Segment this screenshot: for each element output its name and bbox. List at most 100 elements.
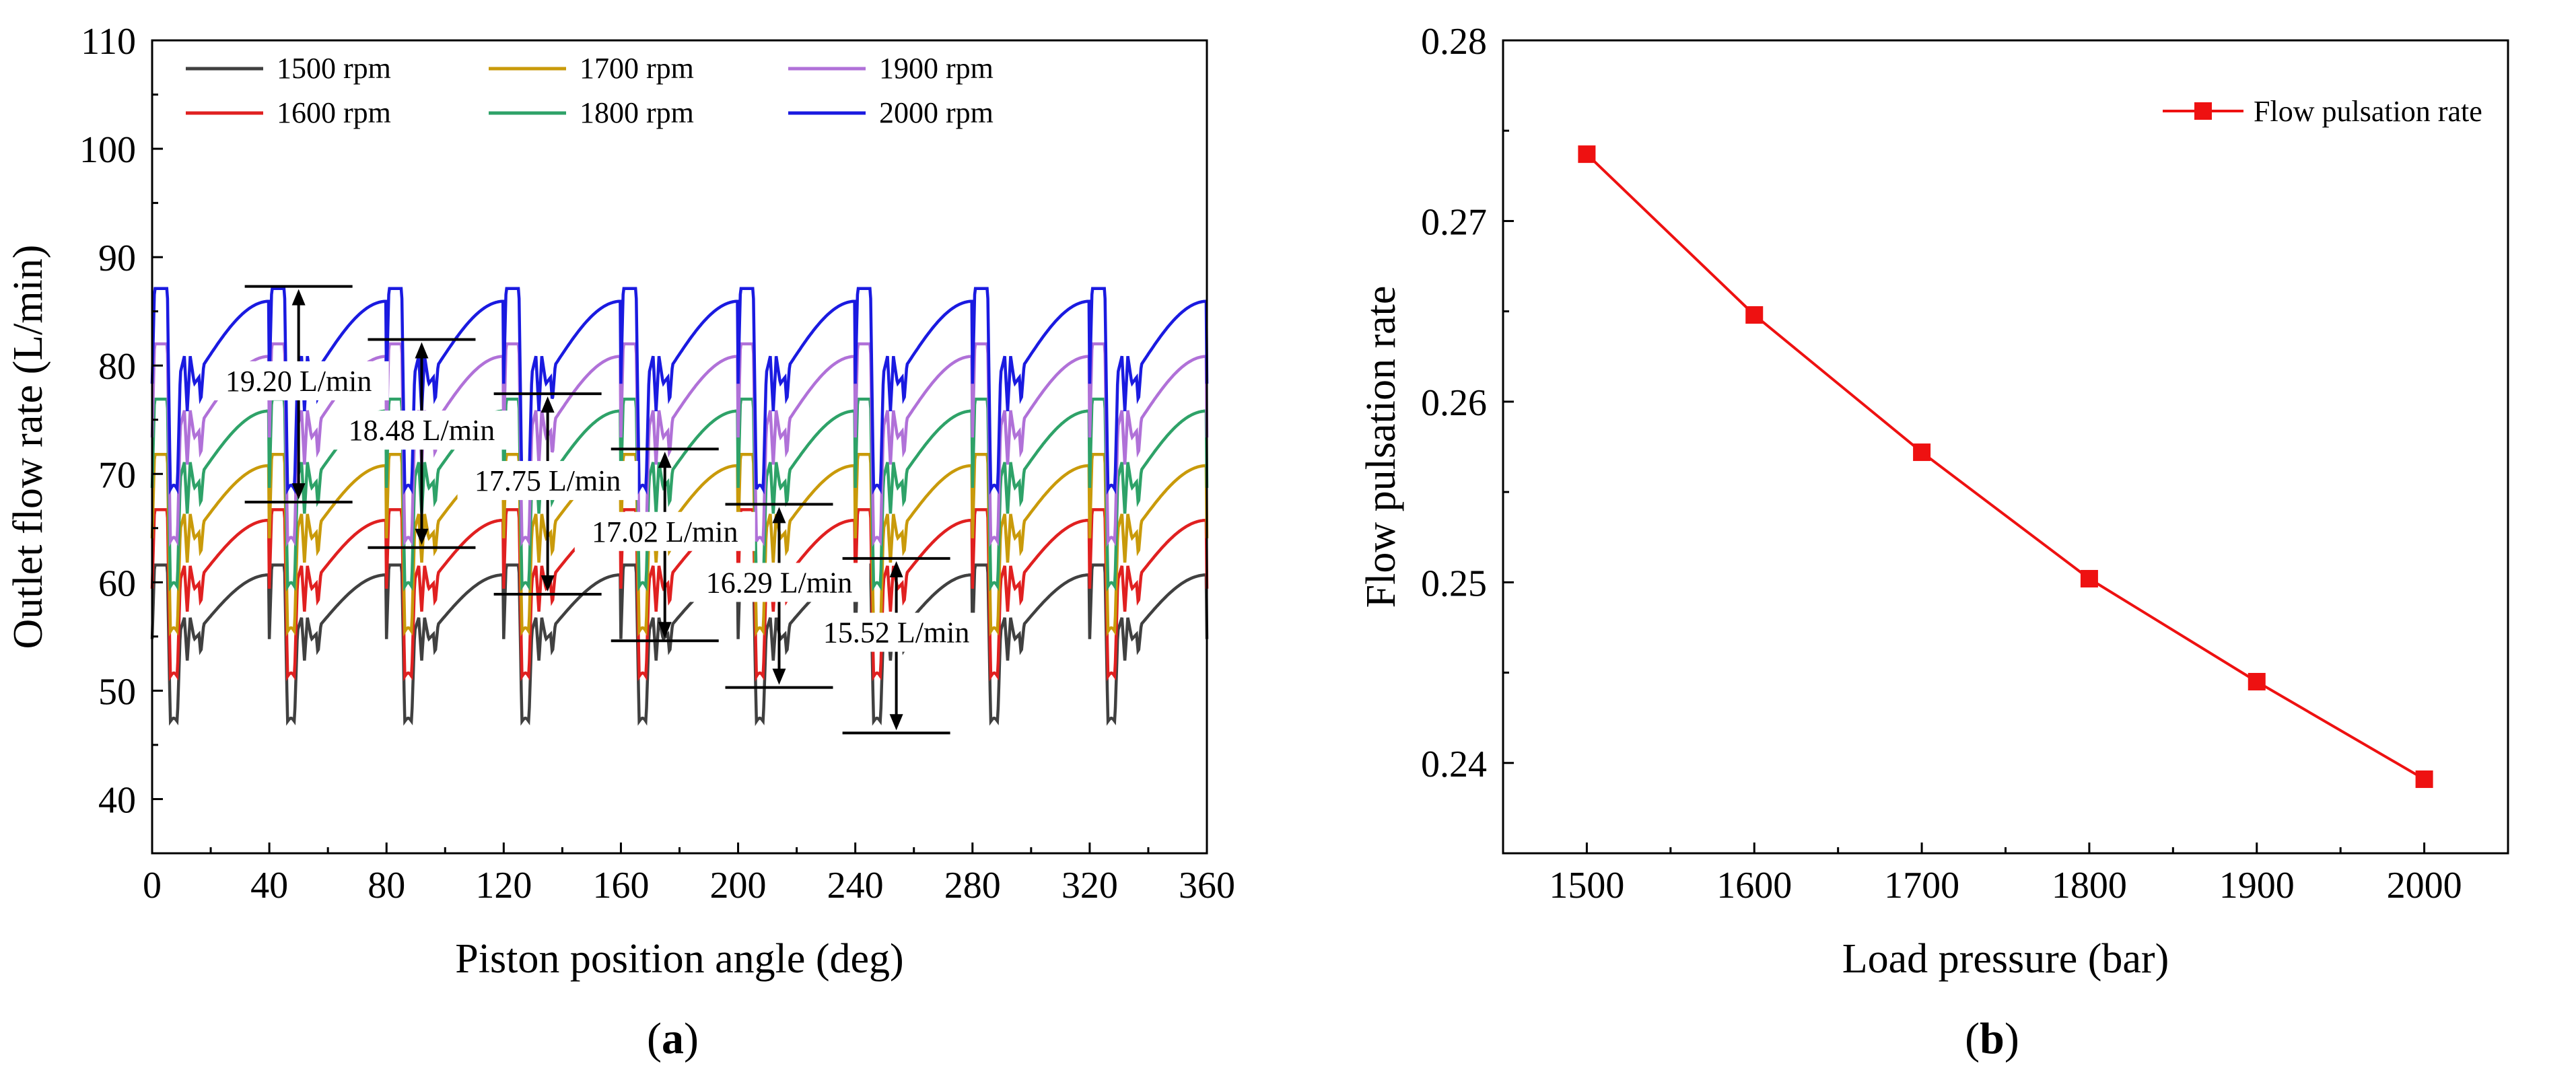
- y-tick-label: 110: [81, 21, 136, 63]
- legend-item: 1600 rpm: [186, 96, 391, 129]
- annotation-range: 16.29 L/min: [689, 503, 870, 689]
- arrow-up-icon: [541, 396, 555, 413]
- x-tick-label: 240: [827, 865, 884, 906]
- x-tick-label: 320: [1061, 865, 1118, 906]
- annotation-label: 15.52 L/min: [823, 616, 970, 649]
- annotation-label-bg: [689, 563, 870, 602]
- y-tick-label: 0.28: [1421, 21, 1487, 63]
- panel-a-letter: a: [662, 1014, 684, 1063]
- x-tick-label: 160: [592, 865, 649, 906]
- x-tick-label: 0: [143, 865, 162, 906]
- x-tick-label: 1900: [2219, 865, 2295, 906]
- x-tick-label: 2000: [2387, 865, 2462, 906]
- arrow-down-icon: [658, 622, 672, 639]
- y-tick-label: 50: [98, 671, 136, 713]
- annotation-label-bg: [806, 612, 987, 652]
- annotation-label: 19.20 L/min: [225, 365, 372, 398]
- annotation-range: 17.75 L/min: [457, 392, 638, 596]
- series-line-1900-rpm: [150, 342, 1209, 547]
- legend-marker-square: [2194, 102, 2212, 120]
- panel-a-label: (a): [647, 1014, 699, 1063]
- annotation-range: 17.02 L/min: [574, 448, 755, 643]
- panel-b-legend: Flow pulsation rate: [2163, 95, 2482, 128]
- panel-a-axes: 0 40 80 120 160 200 240 280 320 360 40 50 60 70 80 90 10…: [79, 21, 1235, 906]
- legend-label: 2000 rpm: [879, 96, 994, 129]
- x-tick-label: 40: [250, 865, 288, 906]
- legend-label: 1700 rpm: [580, 52, 694, 85]
- x-tick-label: 280: [944, 865, 1001, 906]
- y-tick-label: 80: [98, 346, 136, 388]
- legend-item: Flow pulsation rate: [2163, 95, 2482, 128]
- y-tick-label: 0.25: [1421, 563, 1487, 604]
- series-line-1800-rpm: [150, 397, 1209, 592]
- annotation-range: 19.20 L/min: [208, 285, 389, 504]
- arrow-down-icon: [415, 528, 429, 545]
- panel-b-x-axis-title: Load pressure (bar): [1842, 936, 2169, 982]
- arrow-up-icon: [415, 342, 429, 359]
- panel-b-plot-frame: [1502, 39, 2509, 855]
- legend-item: 1800 rpm: [489, 96, 694, 129]
- data-point-square: [1578, 145, 1596, 164]
- annotation-range: 15.52 L/min: [806, 557, 987, 735]
- panel-b-axes: 1500 1600 1700 1800 1900 2000 0.24 0.25 0.26 0.27…: [1421, 21, 2509, 906]
- series-line-flow-pulsation-rate: [1586, 153, 2425, 781]
- legend-item: 1900 rpm: [788, 52, 994, 85]
- panel-a-series-lines: [150, 287, 1209, 726]
- x-tick-label: 360: [1179, 865, 1235, 906]
- annotation-label-bg: [574, 511, 755, 551]
- arrow-up-icon: [658, 452, 672, 468]
- panel-a-legend: 1500 rpm 1700 rpm 1900 rpm 1600 rpm 1800 rpm…: [186, 52, 994, 129]
- x-tick-label: 1700: [1884, 865, 1959, 906]
- legend-label: 1600 rpm: [277, 96, 391, 129]
- annotation-label-bg: [208, 361, 389, 400]
- data-point-square: [1913, 443, 1931, 462]
- series-line-1600-rpm: [150, 508, 1209, 682]
- x-tick-label: 1600: [1716, 865, 1792, 906]
- arrow-up-icon: [772, 507, 786, 524]
- arrow-down-icon: [291, 483, 306, 500]
- panel-b-letter: b: [1980, 1014, 2005, 1063]
- annotation-label: 16.29 L/min: [706, 566, 853, 599]
- legend-label: 1800 rpm: [580, 96, 694, 129]
- arrow-down-icon: [541, 575, 555, 592]
- panel-a-x-axis-title: Piston position angle (deg): [455, 936, 903, 982]
- arrow-up-icon: [291, 289, 306, 306]
- arrow-down-icon: [772, 668, 786, 685]
- legend-item: 1500 rpm: [186, 52, 391, 85]
- series-line-1500-rpm: [150, 563, 1209, 726]
- panel-a-outlet-flow-chart: 19.20 L/min 18.48 L/min 17.75 L/min 17.02 L…: [5, 21, 1235, 1063]
- x-tick-label: 80: [368, 865, 405, 906]
- data-point-square: [2248, 672, 2266, 690]
- arrow-down-icon: [889, 714, 903, 731]
- y-tick-label: 90: [98, 238, 136, 279]
- y-tick-label: 70: [98, 454, 136, 496]
- x-tick-label: 1800: [2052, 865, 2127, 906]
- legend-label: 1900 rpm: [879, 52, 994, 85]
- panel-a-y-axis-title: Outlet flow rate (L/min): [5, 245, 51, 649]
- panel-b-pulsation-chart: 1500 1600 1700 1800 1900 2000 0.24 0.25 0.26 0.27…: [1358, 21, 2509, 1063]
- panel-a-plot-frame: [151, 39, 1208, 855]
- y-tick-label: 40: [98, 779, 136, 821]
- panel-a-annotations: 19.20 L/min 18.48 L/min 17.75 L/min 17.02 L…: [208, 285, 987, 735]
- annotation-label: 17.75 L/min: [475, 464, 621, 497]
- annotation-label-bg: [457, 461, 638, 501]
- legend-item: 2000 rpm: [788, 96, 994, 129]
- annotation-range: 18.48 L/min: [331, 338, 512, 549]
- y-tick-label: 0.26: [1421, 382, 1487, 424]
- x-tick-label: 1500: [1549, 865, 1624, 906]
- legend-label: Flow pulsation rate: [2254, 95, 2482, 128]
- data-point-square: [2415, 770, 2433, 788]
- x-tick-label: 200: [710, 865, 767, 906]
- arrow-up-icon: [889, 561, 903, 577]
- panel-b-label: (b): [1965, 1014, 2019, 1063]
- data-point-square: [2080, 569, 2098, 587]
- annotation-label: 17.02 L/min: [592, 515, 738, 548]
- y-tick-label: 60: [98, 563, 136, 604]
- y-tick-label: 0.24: [1421, 744, 1487, 785]
- x-tick-label: 120: [475, 865, 532, 906]
- legend-item: 1700 rpm: [489, 52, 694, 85]
- annotation-label-bg: [331, 410, 512, 450]
- y-tick-label: 0.27: [1421, 201, 1487, 243]
- series-line-2000-rpm: [150, 287, 1209, 495]
